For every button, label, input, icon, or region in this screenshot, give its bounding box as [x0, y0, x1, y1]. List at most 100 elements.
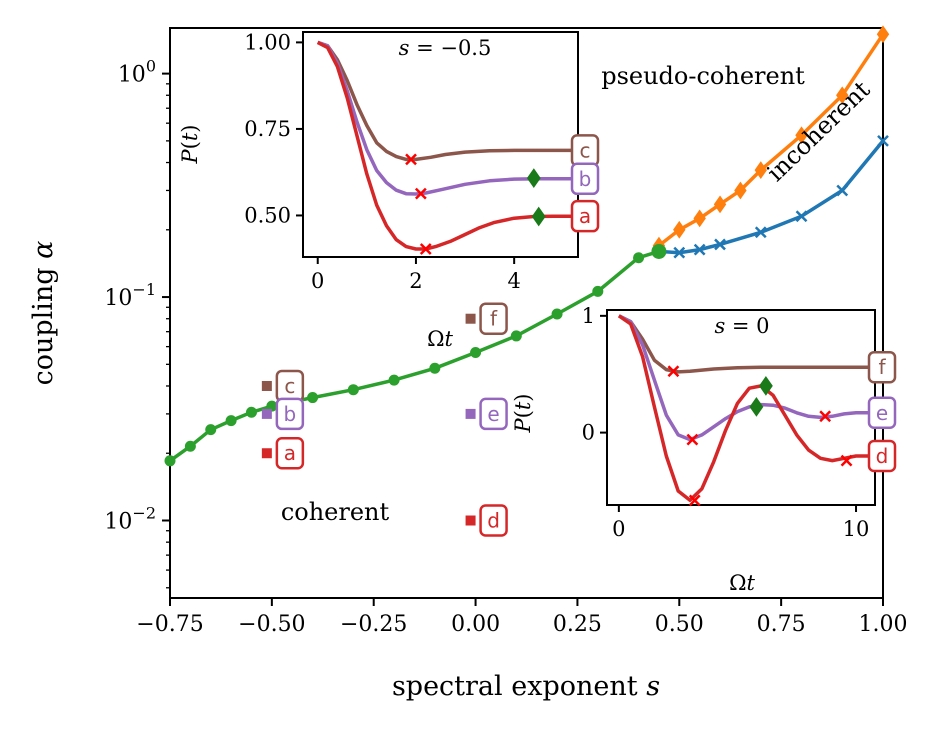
- incoherent_boundary-point: [795, 210, 808, 223]
- pseudo_boundary-point: [876, 25, 890, 44]
- parameter-points-layer: cba f e d: [261, 302, 508, 537]
- coherent_boundary-point: [429, 362, 441, 374]
- coherent_boundary-point: [164, 455, 176, 467]
- point-a-tag-box: [275, 436, 305, 470]
- inset2-diamond-marker-d: [758, 376, 773, 396]
- inset1-x-tick-label: 2: [409, 269, 422, 293]
- inset1-tag-a: a: [570, 199, 600, 233]
- coherent_boundary-point: [633, 252, 645, 264]
- inset2-tag-d-label: d: [876, 444, 889, 468]
- coherent_boundary-point: [225, 415, 237, 427]
- point-f-tag: f: [479, 302, 508, 335]
- inset2-tag-d: d: [867, 439, 897, 473]
- point-b-tag-box: [275, 397, 305, 431]
- incoherent_boundary-point: [673, 246, 686, 259]
- coherent_boundary-point: [347, 384, 359, 396]
- coherent_boundary-point: [205, 424, 217, 436]
- inset2-y-tick-label: 1: [582, 304, 595, 328]
- inset2-tag-f-box: [867, 350, 897, 384]
- main-y-tick-label: 10−1: [104, 280, 156, 311]
- incoherent_boundary-point: [754, 226, 767, 239]
- inset1-markers-layer: [405, 153, 546, 255]
- point-e-tag-box: [479, 397, 508, 431]
- inset2-x-tick-label: 0: [612, 517, 625, 541]
- region-label-pseudo-coherent: pseudo-coherent: [601, 62, 805, 90]
- point-a-tag-label: a: [284, 441, 296, 465]
- point-f-tag-label: f: [490, 307, 498, 331]
- incoherent_boundary-line: [658, 139, 885, 255]
- pseudo_boundary-point: [673, 220, 686, 239]
- inset2-min-marker-f: [667, 365, 680, 378]
- point-c-tag-label: c: [284, 374, 295, 398]
- coherent_boundary-point: [388, 374, 400, 386]
- inset1-y-tick-label: 0.75: [244, 117, 291, 141]
- branch-point: [651, 243, 667, 259]
- inset2-tag-f-label: f: [878, 355, 886, 379]
- inset2-min-marker-d: [688, 494, 701, 507]
- main-x-tick-label: 1.00: [859, 612, 908, 637]
- inset1-tag-a-box: [570, 199, 600, 233]
- inset1-y-tick-label: 1.00: [244, 30, 291, 54]
- inset1-curve-tags: cba: [570, 134, 600, 233]
- inset2-tag-e-label: e: [876, 401, 888, 425]
- inset2-min-marker-d: [840, 454, 853, 467]
- inset1-min-marker-b: [414, 187, 427, 200]
- inset1-background: [303, 32, 578, 257]
- main-x-tick-label: −0.25: [340, 612, 407, 637]
- point-e-tag: e: [479, 397, 508, 431]
- main-x-tick-label: 0.25: [553, 612, 602, 637]
- inset1-y-axis-label: P(t): [178, 125, 202, 165]
- pseudo_boundary-point: [795, 126, 808, 145]
- main-x-axis-ticks: −0.75 −0.50 −0.25 0.00 0.25 0.50 0.75 1.00: [136, 598, 907, 637]
- inset1-x-tick-label: 4: [507, 269, 520, 293]
- inset1-title: s = −0.5: [399, 36, 492, 60]
- coherent_boundary-point: [551, 308, 563, 320]
- incoherent_boundary-point: [714, 238, 726, 251]
- point-b-tag-label: b: [284, 402, 297, 426]
- inset2-curve-tags: fed: [867, 350, 897, 473]
- point-c-tag: c: [275, 369, 305, 403]
- inset2-markers-layer: [667, 365, 853, 507]
- point-a-marker: [261, 448, 272, 459]
- point-c-marker: [261, 380, 272, 391]
- coherent_boundary-point: [307, 392, 319, 404]
- main-y-tick-label: 100: [118, 57, 156, 88]
- region-label-coherent: coherent: [281, 498, 390, 526]
- pseudo_boundary-point: [693, 209, 706, 228]
- main-x-tick-label: −0.75: [136, 612, 203, 637]
- incoherent_boundary-point: [693, 243, 706, 256]
- point-e-tag-label: e: [487, 402, 499, 426]
- inset2-background: [607, 310, 875, 505]
- inset1-min-marker-c: [405, 153, 417, 166]
- main-x-tick-label: 0.50: [655, 612, 704, 637]
- coherent_boundary-point: [592, 285, 604, 297]
- main-x-axis-label: spectral exponent s: [392, 671, 660, 702]
- coherent_boundary-point: [470, 346, 482, 358]
- main-y-axis-ticks: 100 10−1 10−2: [104, 57, 170, 589]
- coherent_boundary-point: [510, 330, 522, 342]
- point-e-marker: [465, 408, 476, 419]
- main-y-tick-label: 10−2: [104, 504, 156, 535]
- pseudo_boundary-point: [734, 181, 747, 200]
- inset2-curve-f: [618, 314, 875, 374]
- inset1-x-tick-label: 0: [311, 269, 324, 293]
- inset2-diamond-marker-e: [749, 397, 764, 417]
- main-plot-frame: [169, 27, 884, 599]
- point-f-marker: [465, 313, 476, 324]
- point-d-tag-box: [479, 504, 508, 537]
- inset1-diamond-marker-a: [531, 206, 546, 227]
- point-f-tag-box: [479, 302, 508, 335]
- pseudo_boundary-point: [754, 161, 767, 179]
- inset1-tag-a-label: a: [579, 204, 591, 228]
- coherent_boundary-point: [245, 406, 257, 418]
- main-x-tick-label: −0.50: [238, 612, 305, 637]
- inset-s-minus-0.5: 0 2 4 1.00 0.75 0.50 cba s = −0.5 Ωt P(t): [178, 30, 600, 351]
- incoherent_boundary-point: [877, 134, 889, 147]
- point-d-tag: d: [479, 504, 508, 537]
- inset1-diamond-marker-b: [526, 168, 541, 188]
- inset1-tag-b: b: [570, 162, 600, 196]
- inset1-curve-b: [317, 40, 574, 196]
- inset2-tag-d-box: [867, 439, 897, 473]
- inset2-y-tick-label: 0: [582, 421, 595, 445]
